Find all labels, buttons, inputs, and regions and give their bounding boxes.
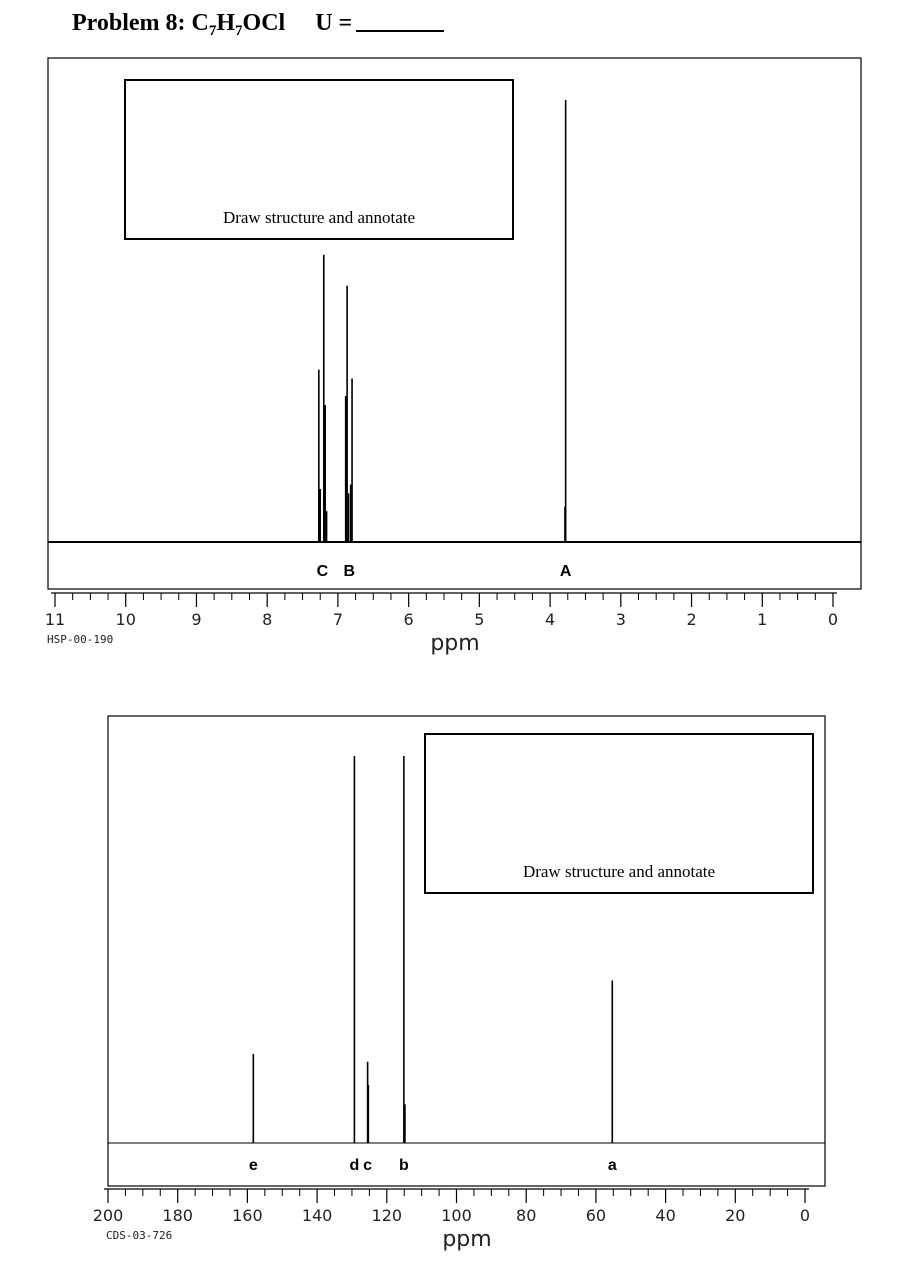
x-tick-label: 40 [655,1206,675,1225]
x-tick-label: 0 [800,1206,810,1225]
peak-label: C [317,563,329,580]
x-tick-label: 60 [586,1206,606,1225]
x-tick-label: 140 [302,1206,333,1225]
peak-label: b [399,1157,409,1174]
c-nmr-structure-box[interactable]: Draw structure and annotate [424,733,814,894]
x-tick-label: 2 [686,610,696,629]
x-tick-label: 80 [516,1206,536,1225]
title-formula-h: H [216,10,236,36]
peak-label: d [349,1157,359,1174]
x-tick-label: 120 [372,1206,403,1225]
spectrum-code: CDS-03-726 [106,1229,172,1242]
x-tick-label: 0 [828,610,838,629]
x-axis-label: ppm [430,631,479,656]
plot-frame [47,57,862,590]
h-nmr-box-text: Draw structure and annotate [222,208,416,227]
title-subscript-h: 7 [235,23,243,39]
title-formula-end: OCl [242,10,286,36]
c-nmr-box-text: Draw structure and annotate [522,862,716,881]
x-tick-label: 4 [545,610,555,629]
h-nmr-structure-box[interactable]: Draw structure and annotate [124,79,514,240]
peak-label: A [560,563,572,580]
x-tick-label: 11 [45,610,65,629]
title-formula-start: Problem 8: C [72,10,209,36]
x-tick-label: 100 [441,1206,472,1225]
x-tick-label: 1 [757,610,767,629]
x-tick-label: 20 [725,1206,745,1225]
x-tick-label: 180 [162,1206,193,1225]
peak-label: a [608,1157,617,1174]
x-tick-label: 7 [333,610,343,629]
x-tick-label: 10 [116,610,136,629]
x-tick-label: 160 [232,1206,263,1225]
peak-label: e [249,1157,258,1174]
x-tick-label: 5 [474,610,484,629]
x-tick-label: 200 [93,1206,124,1225]
unsaturation-blank[interactable] [356,12,445,32]
x-axis-label: ppm [442,1227,491,1252]
problem-title: Problem 8: C7H7OCl U = [72,10,445,40]
x-tick-label: 3 [616,610,626,629]
plot-frame [107,715,826,1187]
x-tick-label: 8 [262,610,272,629]
title-subscript-c: 7 [208,23,217,39]
peak-label: c [363,1157,372,1174]
x-tick-label: 9 [191,610,201,629]
spectrum-code: HSP-00-190 [47,633,113,646]
x-tick-label: 6 [404,610,414,629]
unsaturation-label: U = [315,10,353,36]
peak-label: B [343,563,355,580]
